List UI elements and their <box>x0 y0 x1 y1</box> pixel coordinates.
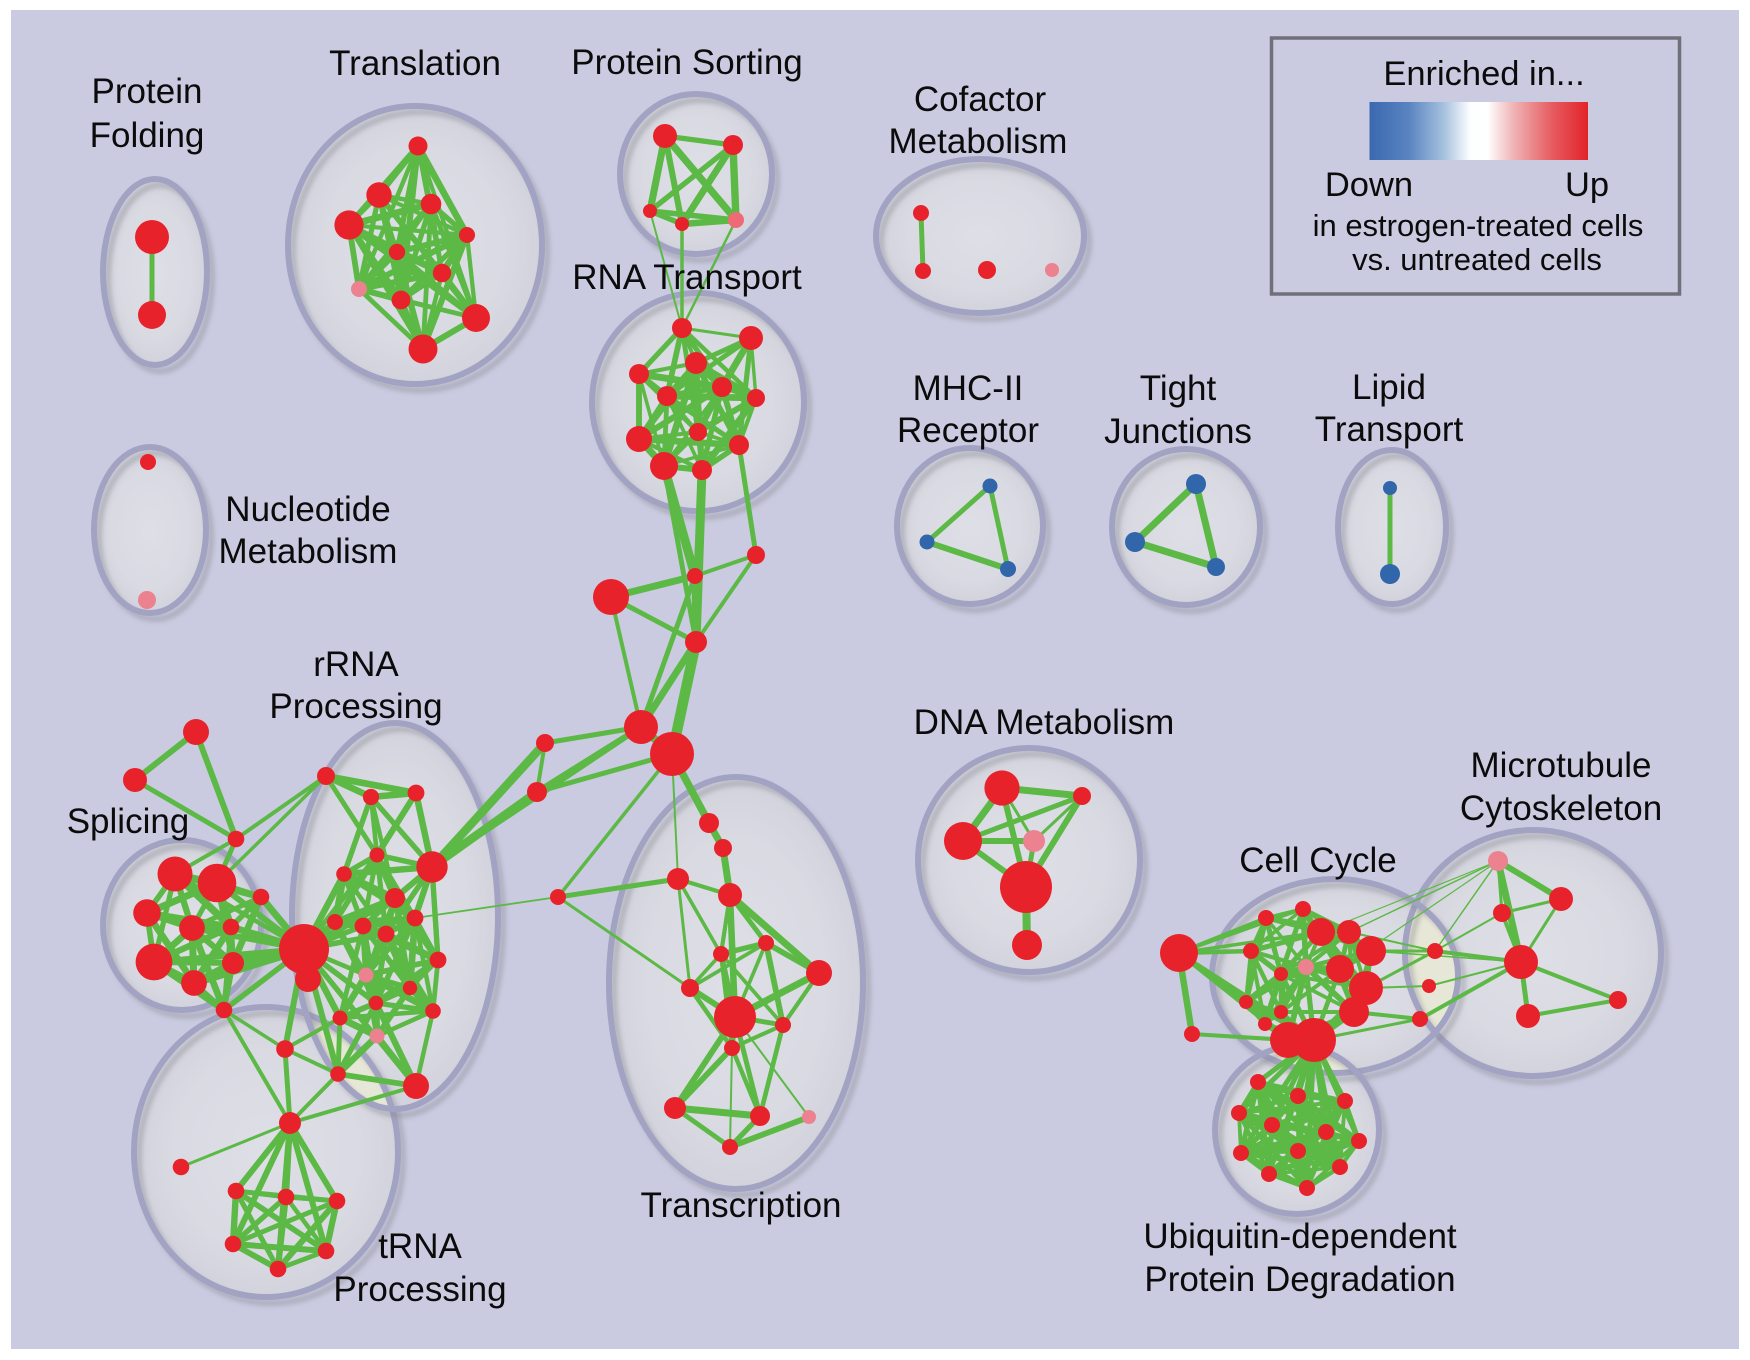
svg-text:Ubiquitin-dependent: Ubiquitin-dependent <box>1143 1217 1457 1256</box>
svg-text:Transcription: Transcription <box>641 1186 842 1225</box>
svg-text:vs. untreated cells: vs. untreated cells <box>1352 242 1602 277</box>
svg-text:rRNA: rRNA <box>313 645 399 684</box>
svg-text:Junctions: Junctions <box>1104 412 1252 451</box>
svg-text:Up: Up <box>1565 166 1609 204</box>
svg-text:tRNA: tRNA <box>378 1227 462 1266</box>
svg-text:Translation: Translation <box>329 44 501 83</box>
svg-text:Metabolism: Metabolism <box>889 122 1068 161</box>
svg-text:in estrogen-treated cells: in estrogen-treated cells <box>1313 208 1644 243</box>
svg-text:Cell Cycle: Cell Cycle <box>1239 841 1397 880</box>
svg-text:Processing: Processing <box>269 687 442 726</box>
svg-text:Transport: Transport <box>1315 410 1464 449</box>
svg-text:RNA Transport: RNA Transport <box>572 258 802 297</box>
svg-text:DNA Metabolism: DNA Metabolism <box>914 703 1175 742</box>
svg-text:Protein: Protein <box>92 72 203 111</box>
svg-text:Enriched in...: Enriched in... <box>1383 55 1584 93</box>
svg-text:Protein Sorting: Protein Sorting <box>571 43 803 82</box>
svg-text:Down: Down <box>1325 166 1413 204</box>
svg-text:Folding: Folding <box>90 116 205 155</box>
svg-text:Cytoskeleton: Cytoskeleton <box>1460 789 1662 828</box>
svg-text:Protein Degradation: Protein Degradation <box>1144 1260 1455 1299</box>
svg-text:Microtubule: Microtubule <box>1471 746 1652 785</box>
svg-text:Cofactor: Cofactor <box>914 80 1047 119</box>
svg-text:Splicing: Splicing <box>67 802 190 841</box>
svg-text:Metabolism: Metabolism <box>219 532 398 571</box>
svg-text:Lipid: Lipid <box>1352 368 1426 407</box>
svg-text:MHC-II: MHC-II <box>913 369 1024 408</box>
svg-text:Receptor: Receptor <box>897 411 1039 450</box>
svg-text:Tight: Tight <box>1140 369 1217 408</box>
svg-text:Processing: Processing <box>333 1270 506 1309</box>
svg-text:Nucleotide: Nucleotide <box>225 490 390 529</box>
